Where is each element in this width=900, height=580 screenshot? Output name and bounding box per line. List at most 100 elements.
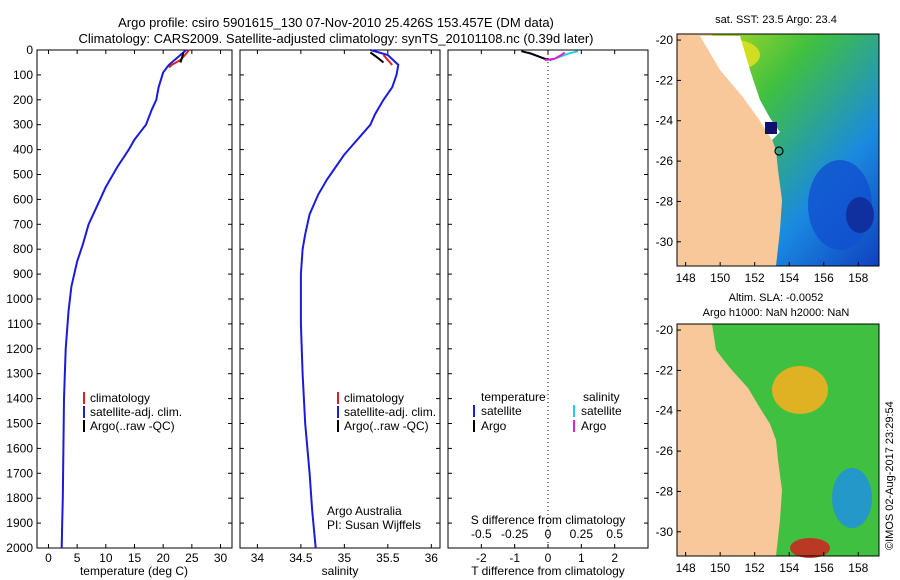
difference-plot: -2 -1 0 1 2 -0.5 -0.25 0 0.25 0.5 (448, 49, 648, 565)
x-tick-label: 20 (156, 551, 170, 565)
y-tick-label: 200 (13, 93, 33, 107)
x-tick-label: -2 (476, 551, 487, 565)
map-y-tick-label: -26 (656, 154, 674, 168)
map-x-tick-label: 158 (848, 561, 868, 575)
salinity-plot: 34 34.5 35 35.5 36 (240, 49, 440, 565)
map-y-tick-label: -26 (656, 444, 674, 458)
map-y-tick-label: -20 (656, 323, 674, 337)
map-x-tick-label: 154 (779, 271, 799, 285)
sla-high-patch (772, 366, 828, 414)
x-tick-label: 1 (578, 551, 585, 565)
map-y-tick-label: -28 (656, 484, 674, 498)
temperature-legend: climatology satellite-adj. clim. Argo(..… (83, 391, 182, 433)
y-tick-label: 1600 (6, 441, 33, 455)
legend-label-s-argo: Argo (581, 419, 607, 433)
difference-legend: temperature salinity satellite Argo sate… (473, 390, 622, 433)
map-x-tick-label: 152 (745, 561, 765, 575)
legend-label-t-satellite: satellite (481, 404, 522, 418)
series-satellite-adj-clim- (60, 49, 187, 549)
y-tick-label: 700 (13, 217, 33, 231)
map-x-tick-label: 148 (676, 561, 696, 575)
legend-label-s-satellite: satellite (581, 404, 622, 418)
argo-float-marker (774, 146, 784, 156)
map-x-tick-label: 152 (745, 271, 765, 285)
y-tick-label: 1700 (6, 466, 33, 480)
s-tick-label: -0.5 (471, 527, 492, 541)
x-tick-label: 34 (251, 551, 265, 565)
map-y-tick-label: -24 (656, 114, 674, 128)
header-line1: Argo profile: csiro 5901615_130 07-Nov-2… (118, 15, 554, 30)
y-tick-label: 400 (13, 143, 33, 157)
series-argo-raw-qc- (369, 51, 385, 64)
x-tick-label: 5 (74, 551, 81, 565)
x-tick-label: 35.5 (376, 551, 400, 565)
series-satellite-adj-clim- (299, 49, 400, 549)
sla-red-patch (790, 538, 830, 558)
salinity-legend: climatology satellite-adj. clim. Argo(..… (327, 391, 436, 532)
sst-map (676, 33, 880, 267)
cloud-mask (700, 36, 780, 140)
map-y-tick-label: -22 (656, 363, 674, 377)
map-y-tick-label: -24 (656, 404, 674, 418)
land-mass (677, 34, 782, 266)
map-y-tick-label: -28 (656, 194, 674, 208)
legend-label-satellite: satellite-adj. clim. (90, 405, 182, 419)
x-tick-label: 34.5 (289, 551, 313, 565)
x-tick-label: 36 (425, 551, 439, 565)
sla-map-axes: 148 150 152 154 156 158 -20 -22 -24 -26 -28 -30 (656, 323, 869, 575)
s-tick-label: 0.25 (570, 527, 594, 541)
series-argo-raw-qc- (179, 52, 185, 63)
sla-low-patch (832, 468, 872, 528)
s-tick-label: -0.25 (501, 527, 529, 541)
series-climatology (382, 54, 393, 66)
map-x-tick-label: 154 (779, 561, 799, 575)
temperature-panel (36, 49, 233, 549)
series-climatology (168, 49, 190, 69)
legend-title-salinity: salinity (583, 390, 620, 404)
x-tick-label: 0 (45, 551, 52, 565)
map-x-tick-label: 150 (710, 561, 730, 575)
difference-xlabel: T difference from climatology (471, 564, 625, 578)
difference-xlabel2: S difference from climatology (471, 513, 626, 527)
y-tick-label: 1800 (6, 491, 33, 505)
sst-dark-pixel (765, 122, 777, 134)
sla-map-subtitle: Argo h1000: NaN h2000: NaN (703, 307, 850, 319)
x-tick-label: 35 (338, 551, 352, 565)
x-tick-label: 30 (214, 551, 228, 565)
x-tick-label: 0 (545, 551, 552, 565)
y-tick-label: 600 (13, 192, 33, 206)
y-tick-label: 1900 (6, 516, 33, 530)
y-tick-label: 900 (13, 267, 33, 281)
series-s-argo (544, 51, 566, 61)
y-tick-label: 800 (13, 242, 33, 256)
salinity-xlabel: salinity (322, 564, 359, 578)
sst-map-frame (676, 33, 880, 267)
series-t-argo (521, 50, 549, 61)
y-tick-label: 1300 (6, 367, 33, 381)
sla-map-title: Altim. SLA: -0.0052 (729, 292, 824, 304)
annotation-line2: PI: Susan Wijffels (327, 518, 421, 532)
sst-map-axes: 148 150 152 154 156 158 -20 -22 -24 -26 -28 -30 (656, 33, 869, 285)
legend-label-climatology: climatology (90, 391, 150, 405)
x-tick-label: 2 (611, 551, 618, 565)
map-y-tick-label: -22 (656, 73, 674, 87)
legend-label-satellite: satellite-adj. clim. (344, 405, 436, 419)
legend-label-argo: Argo(..raw -QC) (344, 419, 429, 433)
y-tick-label: 500 (13, 168, 33, 182)
x-tick-label: 15 (128, 551, 142, 565)
map-y-tick-label: -30 (656, 235, 674, 249)
y-tick-label: 1100 (7, 317, 33, 331)
y-tick-label: 1000 (6, 292, 33, 306)
header-line2: Climatology: CARS2009. Satellite-adjuste… (79, 31, 594, 46)
imos-credit: ©IMOS 02-Aug-2017 23:29:54 (884, 401, 896, 550)
y-tick-label: 100 (13, 68, 33, 82)
land-mass (677, 324, 782, 556)
map-x-tick-label: 156 (814, 271, 834, 285)
y-tick-label: 300 (13, 118, 33, 132)
map-y-tick-label: -30 (656, 525, 674, 539)
y-tick-label: 1200 (6, 342, 33, 356)
x-tick-label: 25 (185, 551, 199, 565)
map-x-tick-label: 148 (676, 271, 696, 285)
sst-cold-core (846, 197, 874, 233)
y-tick-label: 1400 (6, 392, 33, 406)
